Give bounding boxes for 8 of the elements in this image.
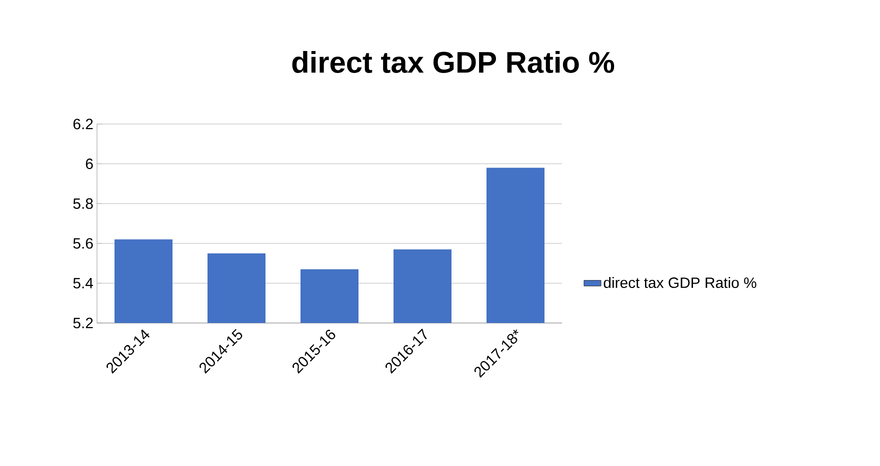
chart-title: direct tax GDP Ratio % — [292, 51, 614, 73]
y-tick-label: 5.8 — [73, 198, 93, 209]
y-tick-label: 5.2 — [73, 318, 93, 328]
legend-label: direct tax GDP Ratio % — [604, 277, 756, 288]
y-tick-label: 6 — [86, 158, 93, 170]
y-tick-label: 6.2 — [73, 118, 93, 130]
y-tick-label: 5.4 — [73, 278, 94, 288]
y-tick-label: 5.6 — [73, 238, 93, 249]
